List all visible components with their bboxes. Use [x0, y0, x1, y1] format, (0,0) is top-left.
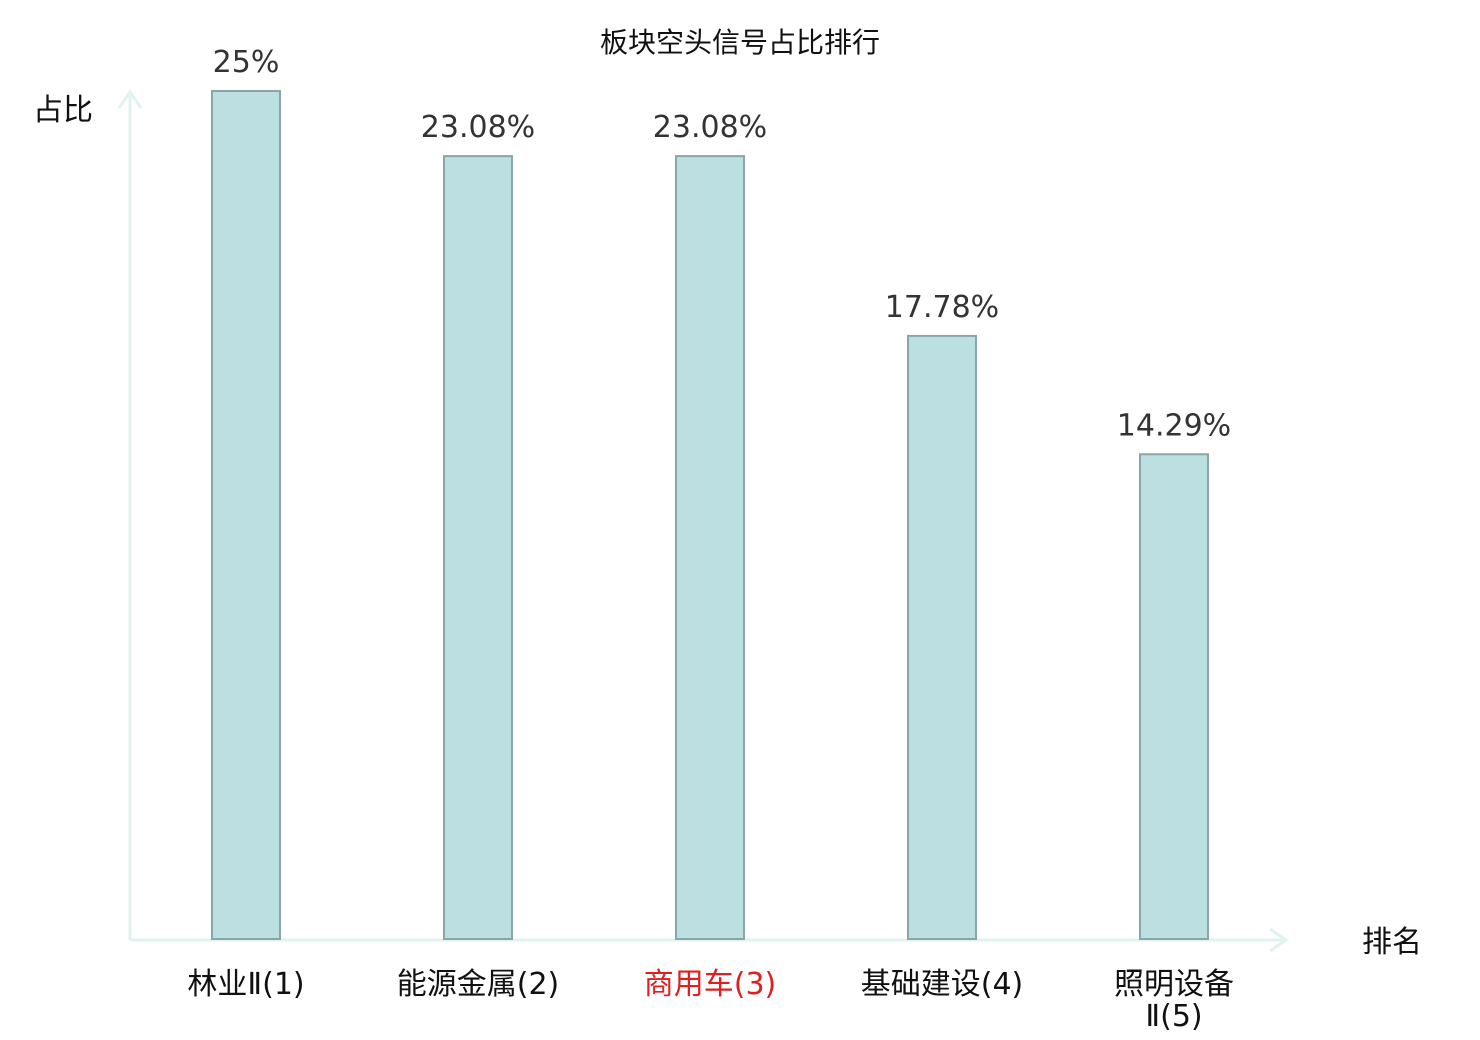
value-label-3: 23.08%	[653, 110, 767, 145]
bar-5	[1139, 453, 1209, 940]
value-label-5: 14.29%	[1117, 408, 1231, 443]
chart-title: 板块空头信号占比排行	[600, 26, 880, 59]
x-axis-arrow	[1269, 927, 1289, 953]
value-label-4: 17.78%	[885, 290, 999, 325]
category-label-2: 能源金属(2)	[397, 967, 560, 1002]
value-label-2: 23.08%	[421, 110, 535, 145]
category-labels-group: 林业Ⅱ(1) 能源金属(2) 商用车(3) 基础建设(4) 照明设备 Ⅱ(5)	[187, 967, 1234, 1034]
bar-3	[675, 155, 745, 940]
bars-group	[211, 90, 1209, 940]
y-axis-label: 占比	[33, 93, 93, 128]
value-label-1: 25%	[213, 45, 280, 80]
bar-2	[443, 155, 513, 940]
category-label-1: 林业Ⅱ(1)	[187, 967, 304, 1002]
category-label-4: 基础建设(4)	[861, 967, 1024, 1002]
category-label-3: 商用车(3)	[644, 967, 777, 1002]
value-labels-group: 25% 23.08% 23.08% 17.78% 14.29%	[213, 45, 1232, 443]
category-label-5: 照明设备 Ⅱ(5)	[1114, 967, 1234, 1034]
bar-4	[907, 334, 977, 940]
x-axis-label: 排名	[1362, 925, 1422, 960]
bar-1	[211, 90, 281, 940]
y-axis-arrow	[117, 89, 143, 109]
